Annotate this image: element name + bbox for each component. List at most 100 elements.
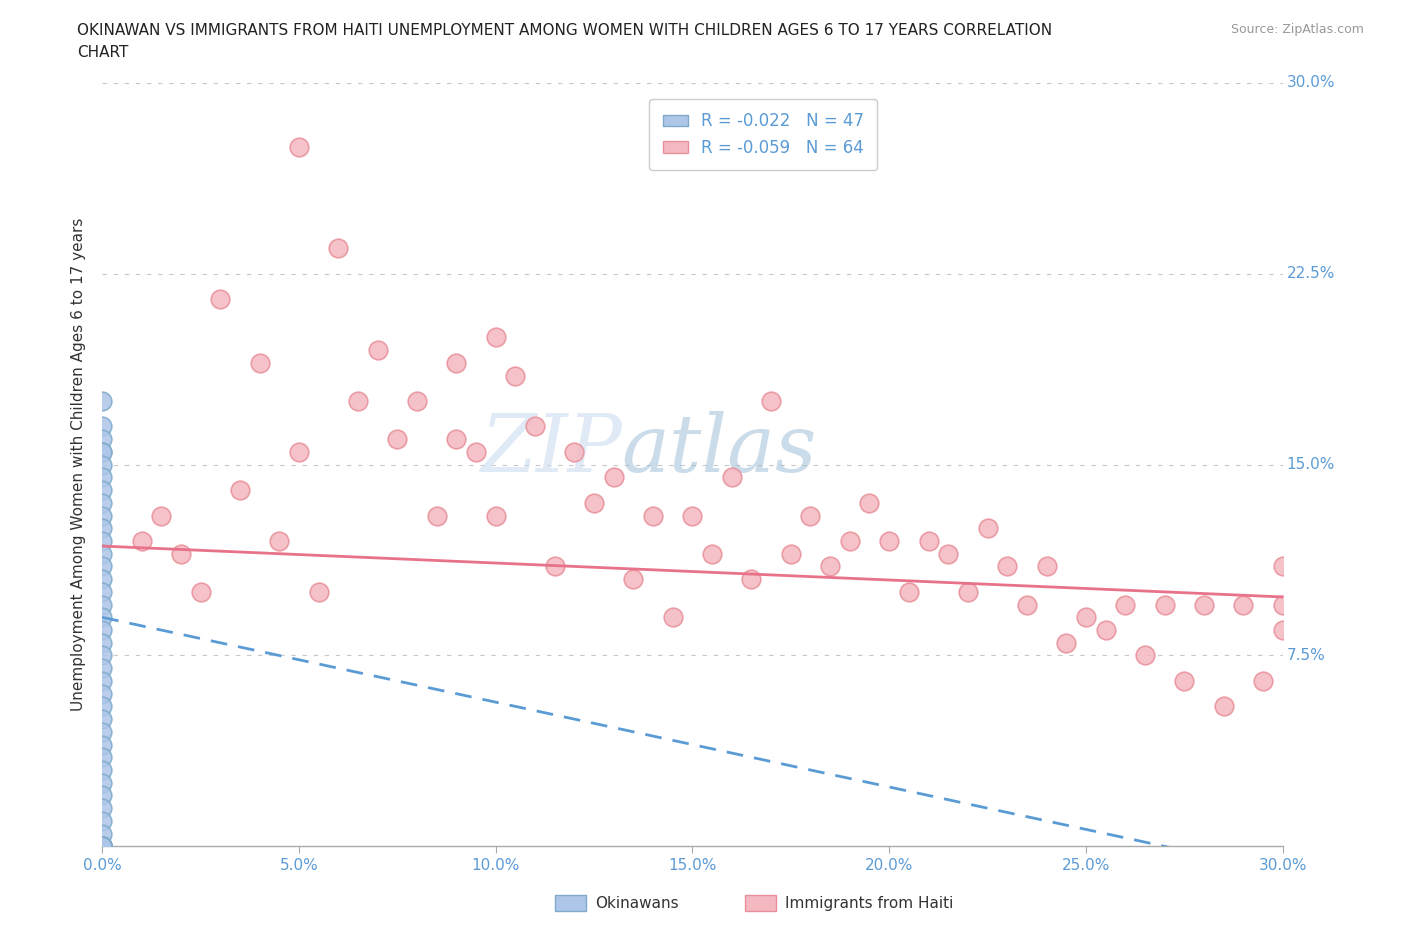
Point bbox=[1173, 673, 1195, 688]
Point bbox=[505, 368, 527, 383]
Point bbox=[564, 445, 586, 459]
Point bbox=[229, 483, 252, 498]
Point bbox=[91, 661, 114, 676]
Text: CHART: CHART bbox=[77, 45, 129, 60]
Point bbox=[91, 458, 114, 472]
Point bbox=[1054, 635, 1077, 650]
Point bbox=[190, 584, 212, 599]
Point bbox=[91, 521, 114, 536]
Point bbox=[740, 572, 762, 587]
Point bbox=[524, 419, 547, 434]
Point bbox=[877, 534, 900, 549]
Text: atlas: atlas bbox=[621, 411, 817, 488]
Point bbox=[91, 546, 114, 561]
Point bbox=[91, 737, 114, 752]
Point bbox=[858, 496, 880, 511]
Point bbox=[661, 610, 683, 625]
Text: 30.0%: 30.0% bbox=[1286, 75, 1336, 90]
Point bbox=[583, 496, 606, 511]
Point bbox=[91, 839, 114, 854]
Point bbox=[976, 521, 998, 536]
Point bbox=[1133, 648, 1156, 663]
Text: Okinawans: Okinawans bbox=[595, 896, 678, 910]
Point bbox=[485, 508, 508, 523]
Point bbox=[1015, 597, 1038, 612]
Text: 22.5%: 22.5% bbox=[1286, 266, 1334, 281]
Point bbox=[249, 355, 271, 370]
Text: 7.5%: 7.5% bbox=[1286, 648, 1326, 663]
Point bbox=[91, 445, 114, 459]
Point bbox=[621, 572, 644, 587]
Point bbox=[347, 393, 370, 408]
Point bbox=[91, 610, 114, 625]
Point bbox=[288, 140, 311, 154]
Point bbox=[838, 534, 860, 549]
Point bbox=[956, 584, 979, 599]
Point bbox=[91, 776, 114, 790]
Point bbox=[209, 292, 232, 307]
Point bbox=[91, 572, 114, 587]
Point bbox=[406, 393, 429, 408]
Point bbox=[936, 546, 959, 561]
Point bbox=[897, 584, 920, 599]
Point bbox=[1232, 597, 1254, 612]
Point bbox=[91, 445, 114, 459]
Point bbox=[91, 622, 114, 637]
Text: ZIP: ZIP bbox=[479, 411, 621, 488]
Point bbox=[1035, 559, 1057, 574]
Point bbox=[91, 788, 114, 803]
Point bbox=[1271, 622, 1294, 637]
Point bbox=[446, 355, 468, 370]
Point bbox=[91, 724, 114, 739]
Point bbox=[818, 559, 841, 574]
Point bbox=[1074, 610, 1097, 625]
Point bbox=[91, 711, 114, 726]
Point bbox=[91, 839, 114, 854]
Point bbox=[91, 839, 114, 854]
Point bbox=[91, 635, 114, 650]
Point bbox=[288, 445, 311, 459]
Point bbox=[91, 839, 114, 854]
Point bbox=[150, 508, 173, 523]
Point bbox=[700, 546, 723, 561]
Point bbox=[1212, 699, 1234, 714]
Point bbox=[91, 648, 114, 663]
Point bbox=[603, 470, 626, 485]
Point bbox=[91, 839, 114, 854]
Point bbox=[91, 686, 114, 701]
Point bbox=[91, 508, 114, 523]
Y-axis label: Unemployment Among Women with Children Ages 6 to 17 years: Unemployment Among Women with Children A… bbox=[72, 218, 86, 711]
Point bbox=[91, 673, 114, 688]
Point bbox=[91, 597, 114, 612]
Point bbox=[1271, 559, 1294, 574]
Point bbox=[91, 826, 114, 841]
Point bbox=[367, 342, 389, 357]
Point bbox=[269, 534, 291, 549]
Point bbox=[91, 470, 114, 485]
Point bbox=[759, 393, 782, 408]
Point bbox=[681, 508, 703, 523]
Point bbox=[995, 559, 1018, 574]
Point bbox=[1192, 597, 1215, 612]
Point bbox=[91, 763, 114, 777]
Point bbox=[91, 839, 114, 854]
Text: Source: ZipAtlas.com: Source: ZipAtlas.com bbox=[1230, 23, 1364, 36]
Point bbox=[91, 393, 114, 408]
Point bbox=[91, 419, 114, 434]
Point bbox=[799, 508, 821, 523]
Point bbox=[91, 839, 114, 854]
Point bbox=[917, 534, 939, 549]
Point bbox=[485, 330, 508, 345]
Point bbox=[1271, 597, 1294, 612]
Point bbox=[91, 801, 114, 816]
Point bbox=[91, 750, 114, 764]
Point bbox=[446, 432, 468, 446]
Point bbox=[91, 814, 114, 829]
Point bbox=[91, 839, 114, 854]
Legend: R = -0.022   N = 47, R = -0.059   N = 64: R = -0.022 N = 47, R = -0.059 N = 64 bbox=[650, 99, 877, 170]
Point bbox=[641, 508, 664, 523]
Point bbox=[1251, 673, 1274, 688]
Point bbox=[720, 470, 742, 485]
Point bbox=[387, 432, 409, 446]
Point bbox=[91, 839, 114, 854]
